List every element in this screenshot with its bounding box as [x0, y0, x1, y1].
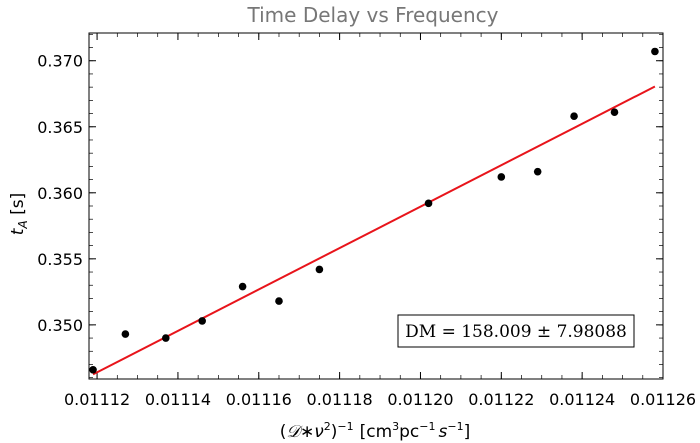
point-marker [162, 334, 170, 342]
point-marker [89, 365, 97, 374]
data-point [89, 365, 97, 374]
x-tick-label: 0.01122 [468, 390, 534, 409]
data-point [570, 112, 578, 120]
x-tick-label: 0.01126 [630, 390, 696, 409]
x-label-sup-2: 2 [324, 420, 331, 433]
point-marker [570, 112, 578, 120]
point-marker [610, 108, 619, 117]
x-tick-label: 0.01116 [226, 390, 292, 409]
y-tick-label: 0.365 [37, 118, 83, 137]
x-tick-label: 0.01120 [387, 390, 453, 409]
data-points [89, 47, 659, 374]
x-label-open: ( [280, 422, 287, 442]
x-label-units-close: ] [464, 422, 471, 442]
point-marker [275, 297, 283, 305]
x-label-sup-m1-a: −1 [337, 420, 353, 433]
x-label-star: ∗ [300, 422, 314, 442]
point-marker [198, 317, 206, 325]
point-marker [533, 167, 542, 176]
x-tick-label: 0.01112 [64, 390, 130, 409]
x-label-close: ) [331, 422, 338, 442]
point-marker [238, 282, 247, 291]
y-axis-label-unit: [s] [8, 193, 28, 221]
x-axis-label: (𝒟∗ν2)−1 [cm3pc−1 s−1] [280, 420, 470, 442]
point-marker [497, 173, 506, 181]
y-axis-label-symbol: t [8, 227, 28, 235]
point-marker [651, 47, 659, 56]
y-tick-label: 0.355 [37, 250, 83, 269]
x-tick-label: 0.01124 [549, 390, 615, 409]
x-label-s: s [439, 422, 448, 442]
y-tick-label: 0.350 [37, 316, 83, 335]
data-point [610, 108, 619, 117]
annotation-box: DM = 158.009 ± 7.98088 [397, 314, 635, 348]
x-tick-label: 0.01118 [307, 390, 373, 409]
data-point [651, 47, 659, 56]
point-marker [121, 330, 130, 338]
y-axis-label-subscript: A [16, 220, 30, 229]
data-point [533, 167, 542, 176]
fit-line [92, 85, 656, 376]
x-label-pc: pc [399, 422, 419, 442]
x-tick-label: 0.01114 [145, 390, 211, 409]
x-label-sup-m1-c: −1 [447, 420, 463, 433]
data-point [238, 282, 247, 291]
data-point [275, 297, 283, 305]
data-point [198, 317, 206, 325]
point-marker [424, 199, 433, 208]
x-label-nu: ν [314, 422, 324, 442]
y-axis-ticks: 0.350 0.355 0.360 0.365 0.370 [37, 33, 663, 379]
x-label-sup-m1-b: −1 [419, 420, 435, 433]
data-point [162, 334, 170, 342]
point-marker [315, 265, 324, 274]
y-tick-label: 0.360 [37, 184, 83, 203]
x-label-units-open: [cm [360, 422, 393, 442]
data-point [315, 265, 324, 274]
y-tick-label: 0.370 [37, 52, 83, 71]
annotation-text: DM = 158.009 ± 7.98088 [405, 322, 627, 342]
y-axis-label: tA [s] [8, 193, 30, 235]
data-point [424, 199, 433, 208]
x-label-sup-3: 3 [392, 420, 399, 433]
x-axis-ticks: 0.01112 0.01114 0.01116 0.01118 0.01120 0.011… [64, 33, 696, 409]
data-point [121, 330, 130, 338]
data-point [497, 173, 506, 181]
x-label-script-d: 𝒟 [286, 422, 303, 442]
chart-title: Time Delay vs Frequency [247, 3, 499, 27]
